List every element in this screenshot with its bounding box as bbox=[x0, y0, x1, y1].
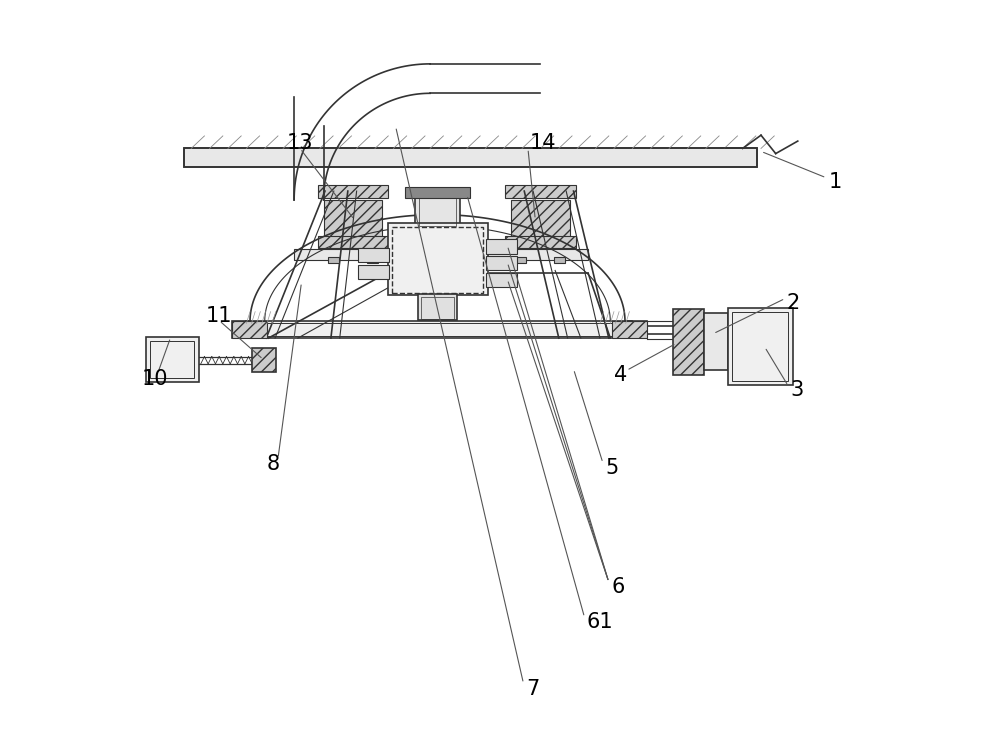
Text: 1: 1 bbox=[829, 172, 842, 193]
Bar bbox=[673, 308, 704, 375]
Text: 3: 3 bbox=[790, 380, 804, 400]
Bar bbox=[232, 321, 267, 338]
Bar bbox=[328, 258, 339, 263]
Bar bbox=[405, 187, 470, 198]
Bar bbox=[318, 185, 388, 199]
Bar bbox=[367, 258, 378, 263]
Bar bbox=[294, 249, 588, 261]
Bar bbox=[232, 321, 647, 338]
Text: 14: 14 bbox=[530, 134, 557, 154]
Bar bbox=[486, 272, 517, 287]
Bar bbox=[612, 321, 647, 338]
Bar bbox=[388, 224, 488, 295]
Bar bbox=[415, 195, 460, 226]
Text: 11: 11 bbox=[206, 306, 232, 326]
Bar bbox=[505, 185, 576, 199]
Bar bbox=[358, 265, 389, 279]
Bar bbox=[486, 256, 517, 271]
Text: 5: 5 bbox=[605, 458, 618, 478]
Bar bbox=[150, 341, 194, 378]
Bar bbox=[392, 227, 483, 292]
Bar bbox=[324, 200, 382, 237]
Bar bbox=[511, 200, 570, 237]
Text: 8: 8 bbox=[266, 454, 279, 474]
Bar bbox=[418, 294, 457, 320]
Text: 4: 4 bbox=[614, 365, 627, 385]
Text: 10: 10 bbox=[141, 368, 168, 389]
Bar bbox=[486, 239, 517, 254]
Bar bbox=[421, 297, 454, 319]
Bar bbox=[267, 323, 612, 336]
Bar bbox=[252, 348, 276, 372]
Bar bbox=[419, 195, 456, 226]
Bar bbox=[515, 258, 526, 263]
Bar bbox=[146, 337, 199, 382]
Text: 6: 6 bbox=[611, 576, 624, 596]
Text: 2: 2 bbox=[787, 293, 800, 313]
Bar bbox=[704, 313, 728, 370]
Bar bbox=[505, 236, 576, 248]
Bar bbox=[732, 312, 788, 381]
Text: 7: 7 bbox=[526, 679, 540, 699]
Bar bbox=[184, 148, 757, 167]
Bar bbox=[728, 308, 793, 385]
Bar bbox=[554, 258, 565, 263]
Text: 61: 61 bbox=[587, 612, 613, 632]
Bar bbox=[184, 148, 757, 167]
Bar bbox=[318, 236, 388, 248]
Text: 13: 13 bbox=[287, 134, 313, 154]
Bar bbox=[358, 248, 389, 263]
